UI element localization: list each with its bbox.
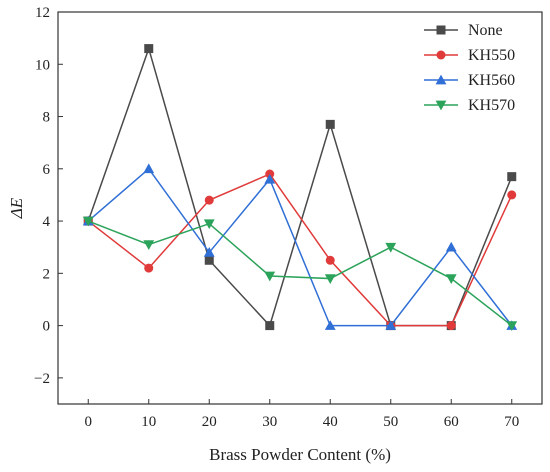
series-layer xyxy=(82,44,518,331)
data-point xyxy=(385,320,397,330)
y-tick-label: 4 xyxy=(43,214,51,230)
legend-label: KH550 xyxy=(468,47,515,64)
data-point xyxy=(204,255,214,265)
series-line xyxy=(87,46,513,328)
series-line xyxy=(87,220,513,327)
x-tick-label: 70 xyxy=(504,414,519,430)
legend-item-none: None xyxy=(424,22,503,39)
data-point xyxy=(385,242,397,253)
data-point xyxy=(82,216,94,227)
legend-label: KH570 xyxy=(468,97,515,114)
legend-marker xyxy=(436,25,446,35)
data-point xyxy=(445,274,457,284)
data-point xyxy=(265,321,275,331)
x-axis-title: Brass Powder Content (%) xyxy=(209,445,391,464)
legend-label: None xyxy=(468,22,503,39)
y-tick-label: 10 xyxy=(35,57,50,73)
plot-frame xyxy=(57,11,543,405)
legend-marker xyxy=(436,50,446,60)
data-point xyxy=(144,44,154,54)
y-tick-label: 6 xyxy=(43,162,51,178)
y-axis-ticks: −2 0 2 4 6 8 10 12 xyxy=(34,5,63,387)
legend-marker xyxy=(435,100,447,111)
data-point xyxy=(507,172,517,182)
data-point xyxy=(144,263,154,273)
legend-item-kh550: KH550 xyxy=(424,47,515,64)
data-point xyxy=(143,240,155,250)
legend: None KH550 KH560 KH570 xyxy=(424,22,515,114)
legend-item-kh570: KH570 xyxy=(424,97,515,114)
data-point xyxy=(203,219,215,230)
legend-item-kh560: KH560 xyxy=(424,72,515,89)
x-tick-label: 0 xyxy=(85,414,93,430)
x-tick-label: 30 xyxy=(262,414,277,430)
x-tick-label: 40 xyxy=(323,414,338,430)
x-axis-ticks: 0 10 20 30 40 50 60 70 xyxy=(85,399,519,430)
series-line xyxy=(87,167,513,327)
data-point xyxy=(204,195,214,205)
legend-label: KH560 xyxy=(468,72,515,89)
data-point xyxy=(507,190,517,200)
series-kh560 xyxy=(82,163,518,330)
data-point xyxy=(446,321,456,331)
data-point xyxy=(506,321,518,331)
y-tick-label: 12 xyxy=(35,5,50,21)
x-tick-label: 20 xyxy=(202,414,217,430)
y-tick-label: 8 xyxy=(43,110,51,126)
y-tick-label: −2 xyxy=(34,371,50,387)
data-point xyxy=(445,241,457,252)
data-point xyxy=(325,255,335,265)
data-point xyxy=(143,163,155,174)
data-point xyxy=(264,173,276,184)
x-tick-label: 50 xyxy=(383,414,398,430)
y-axis-title: ΔE xyxy=(7,197,26,219)
series-kh570 xyxy=(82,216,518,331)
y-tick-label: 0 xyxy=(43,319,51,335)
data-point xyxy=(203,247,215,257)
data-point xyxy=(325,119,335,129)
data-point xyxy=(264,271,276,282)
x-tick-label: 10 xyxy=(141,414,156,430)
series-none xyxy=(83,44,517,331)
legend-marker xyxy=(435,74,447,85)
data-point xyxy=(324,274,336,284)
series-line xyxy=(87,173,513,327)
x-tick-label: 60 xyxy=(444,414,459,430)
y-tick-label: 2 xyxy=(43,266,51,282)
data-point xyxy=(324,320,336,330)
